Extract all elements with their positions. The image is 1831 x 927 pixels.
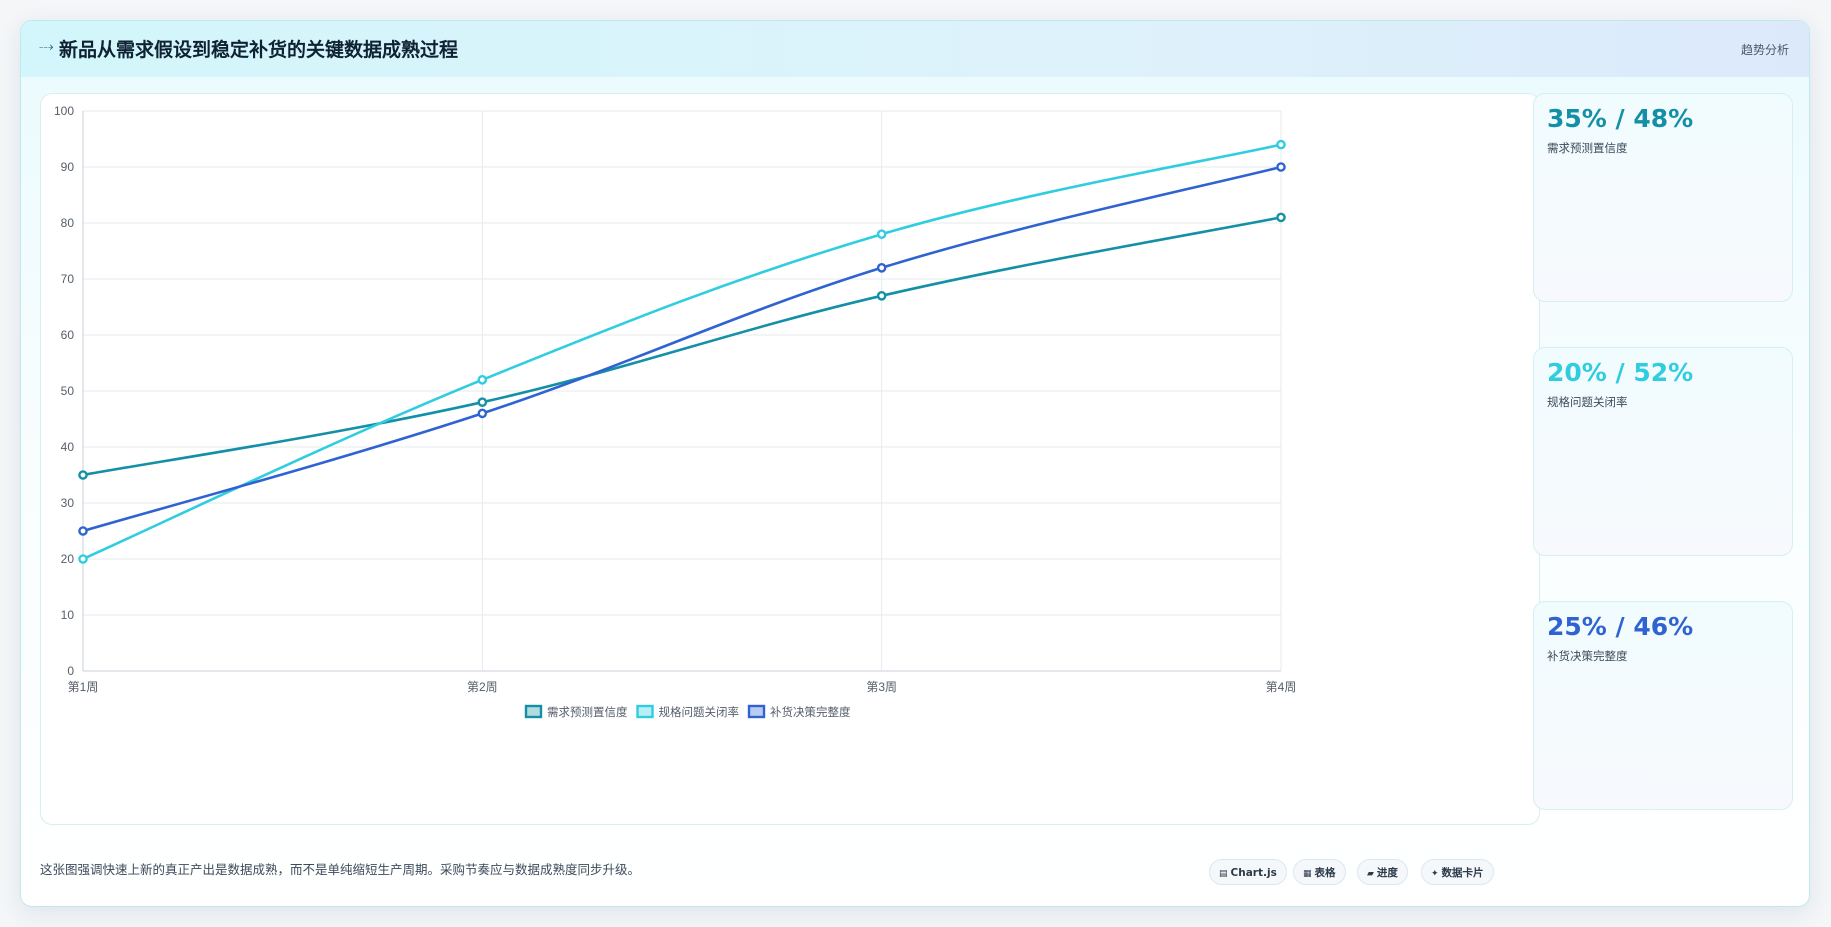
stat-card-forecast: 35% / 48% 需求预测置信度 <box>1533 93 1793 302</box>
stat-value: 35% / 48% <box>1547 104 1694 133</box>
y-tick-label: 20 <box>61 552 75 566</box>
chart-icon: ▤ <box>1219 869 1228 879</box>
y-tick-label: 100 <box>54 104 74 118</box>
footer-note: 这张图强调快速上新的真正产出是数据成熟，而不是单纯缩短生产周期。采购节奏应与数据… <box>40 862 641 877</box>
x-tick-label: 第4周 <box>1266 680 1297 694</box>
stat-label: 需求预测置信度 <box>1547 141 1628 155</box>
data-point <box>876 229 887 239</box>
chartjs-pill[interactable]: ▤ Chart.js <box>1209 859 1287 885</box>
y-tick-label: 30 <box>61 496 75 510</box>
pill-label: 进度 <box>1376 867 1398 879</box>
data-point <box>876 262 887 273</box>
data-point <box>876 290 887 301</box>
table-pill[interactable]: ▦ 表格 <box>1293 859 1346 885</box>
data-point <box>78 526 88 536</box>
table-icon: ▦ <box>1303 869 1312 879</box>
chart-panel: 0 10 20 30 40 50 60 70 80 90 100 第1周 第2周 第3周 第4周需求预测置信… <box>40 93 1540 825</box>
stat-label: 规格问题关闭率 <box>1547 395 1628 409</box>
header-tag: 趋势分析 <box>1740 43 1789 57</box>
y-tick-label: 60 <box>61 328 75 342</box>
legend-label: 规格问题关闭率 <box>659 705 740 719</box>
x-tick-label: 第3周 <box>866 680 897 694</box>
stat-value: 25% / 46% <box>1547 612 1694 641</box>
x-tick-label: 第1周 <box>68 680 99 694</box>
pill-label: Chart.js <box>1230 867 1277 879</box>
progress-icon: ▰ <box>1367 869 1374 879</box>
legend-label: 需求预测置信度 <box>547 705 628 719</box>
series-line <box>81 143 1283 561</box>
data-point <box>477 408 488 419</box>
trend-icon: ⤏ <box>39 39 54 55</box>
stat-card-spec: 20% / 52% 规格问题关闭率 <box>1533 347 1793 556</box>
stat-card-replenish: 25% / 46% 补货决策完整度 <box>1533 601 1793 810</box>
legend-swatch <box>747 704 766 719</box>
y-tick-label: 70 <box>61 272 75 286</box>
page-title: 新品从需求假设到稳定补货的关键数据成熟过程 <box>59 39 459 61</box>
dashboard-card: ⤏ 新品从需求假设到稳定补货的关键数据成熟过程 趋势分析 0 10 20 30 40 50… <box>20 20 1810 907</box>
pill-label: 表格 <box>1314 867 1336 879</box>
legend-swatch <box>524 704 543 719</box>
data-point <box>78 554 88 564</box>
datacard-pill[interactable]: ✦ 数据卡片 <box>1421 859 1494 885</box>
data-point <box>477 397 488 408</box>
line-chart: 0 10 20 30 40 50 60 70 80 90 100 第1周 第2周 第3周 第4周需求预测置信… <box>54 104 1297 719</box>
data-point <box>477 374 488 385</box>
series-line <box>81 165 1283 533</box>
data-point <box>1276 162 1286 172</box>
series-line <box>81 216 1283 477</box>
progress-pill[interactable]: ▰ 进度 <box>1357 859 1408 885</box>
data-point <box>1276 212 1286 223</box>
y-tick-label: 10 <box>61 608 75 622</box>
data-point <box>1276 139 1286 150</box>
legend-label: 补货决策完整度 <box>770 705 851 719</box>
x-tick-label: 第2周 <box>467 680 498 694</box>
y-tick-label: 40 <box>61 440 75 454</box>
y-tick-label: 0 <box>67 664 74 678</box>
y-tick-label: 80 <box>61 216 75 230</box>
data-point <box>78 470 88 480</box>
sparkle-icon: ✦ <box>1431 869 1439 879</box>
stat-label: 补货决策完整度 <box>1547 649 1628 663</box>
stat-value: 20% / 52% <box>1547 358 1694 387</box>
y-tick-label: 50 <box>61 384 75 398</box>
pill-label: 数据卡片 <box>1441 867 1484 879</box>
card-header: ⤏ 新品从需求假设到稳定补货的关键数据成熟过程 趋势分析 <box>21 21 1809 78</box>
legend-swatch <box>636 704 654 719</box>
y-tick-label: 90 <box>61 160 75 174</box>
